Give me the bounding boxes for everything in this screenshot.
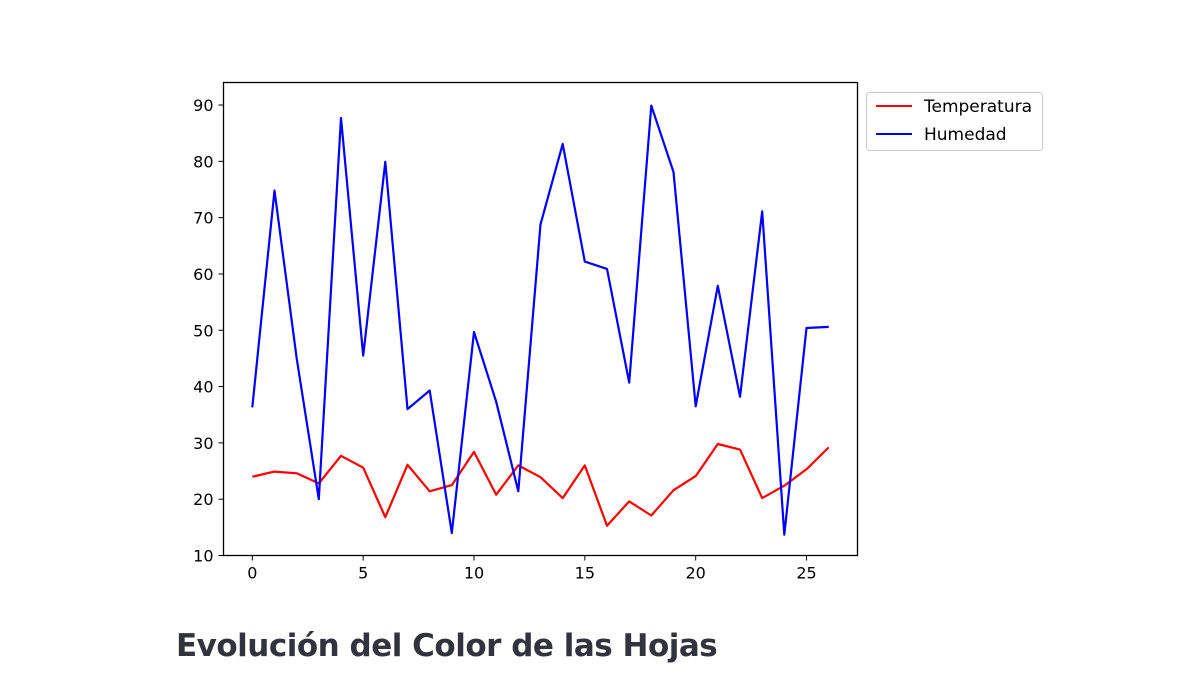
y-tick-label: 10 — [193, 547, 213, 566]
x-tick-label: 20 — [685, 564, 705, 583]
y-tick-label: 80 — [193, 152, 213, 171]
x-tick-label: 0 — [247, 564, 257, 583]
y-tick-label: 40 — [193, 378, 213, 397]
x-tick-label: 25 — [796, 564, 816, 583]
y-tick-label: 20 — [193, 490, 213, 509]
y-tick-label: 60 — [193, 265, 213, 284]
section-heading: Evolución del Color de las Hojas — [176, 628, 718, 664]
legend-humedad-label: Humedad — [924, 125, 1007, 145]
x-axis: 0 5 10 15 20 25 — [247, 555, 817, 583]
y-tick-label: 50 — [193, 321, 213, 340]
y-tick-label: 70 — [193, 209, 213, 228]
line-chart: 0 5 10 15 20 25 10 20 30 40 50 60 70 80 90 Temperatur… — [193, 81, 1043, 583]
y-tick-label: 30 — [193, 434, 213, 453]
legend-temperatura-label: Temperatura — [923, 97, 1032, 117]
y-tick-label: 90 — [193, 96, 213, 115]
plot-frame — [222, 81, 859, 557]
x-tick-label: 5 — [358, 564, 368, 583]
series-layer — [251, 104, 830, 536]
series-line-temperatura — [252, 442, 830, 527]
legend: Temperatura Humedad — [866, 92, 1043, 151]
x-tick-label: 15 — [575, 564, 595, 583]
y-axis: 10 20 30 40 50 60 70 80 90 — [193, 96, 224, 566]
series-line-humedad — [251, 104, 829, 536]
x-tick-label: 10 — [464, 564, 484, 583]
